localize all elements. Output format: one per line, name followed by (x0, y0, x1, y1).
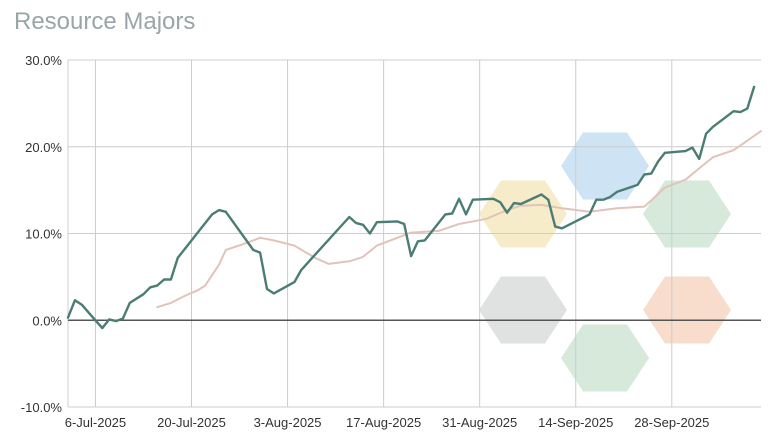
hexagon-1 (561, 132, 649, 200)
chart-title: Resource Majors (14, 8, 196, 35)
watermark-hexagons (479, 132, 731, 392)
gridlines (67, 59, 761, 408)
x-tick-label: 17-Aug-2025 (346, 415, 421, 430)
hexagon-0 (479, 180, 567, 248)
x-tick-label: 3-Aug-2025 (254, 415, 322, 430)
series-lines (66, 85, 762, 330)
primary-series-line (66, 85, 756, 330)
x-tick-label: 20-Jul-2025 (157, 415, 226, 430)
x-tick-label: 28-Sep-2025 (634, 415, 709, 430)
x-tick-label: 6-Jul-2025 (65, 415, 126, 430)
y-tick-label: 0.0% (32, 313, 62, 328)
hexagon-3 (479, 276, 567, 344)
x-tick-label: 31-Aug-2025 (442, 415, 517, 430)
y-tick-label: 10.0% (25, 227, 62, 242)
x-axis-ticks: 6-Jul-2025 20-Jul-2025 3-Aug-2025 17-Aug-20… (65, 415, 710, 430)
x-tick-label: 14-Sep-2025 (538, 415, 613, 430)
average-series-line (156, 130, 762, 309)
y-axis-ticks: 30.0% 20.0% 10.0% 0.0% -10.0% (21, 53, 63, 415)
y-tick-label: -10.0% (21, 400, 63, 415)
y-tick-label: 30.0% (25, 53, 62, 68)
hexagon-5 (643, 276, 731, 344)
y-tick-label: 20.0% (25, 140, 62, 155)
hexagon-4 (561, 324, 649, 392)
hexagon-2 (643, 180, 731, 248)
